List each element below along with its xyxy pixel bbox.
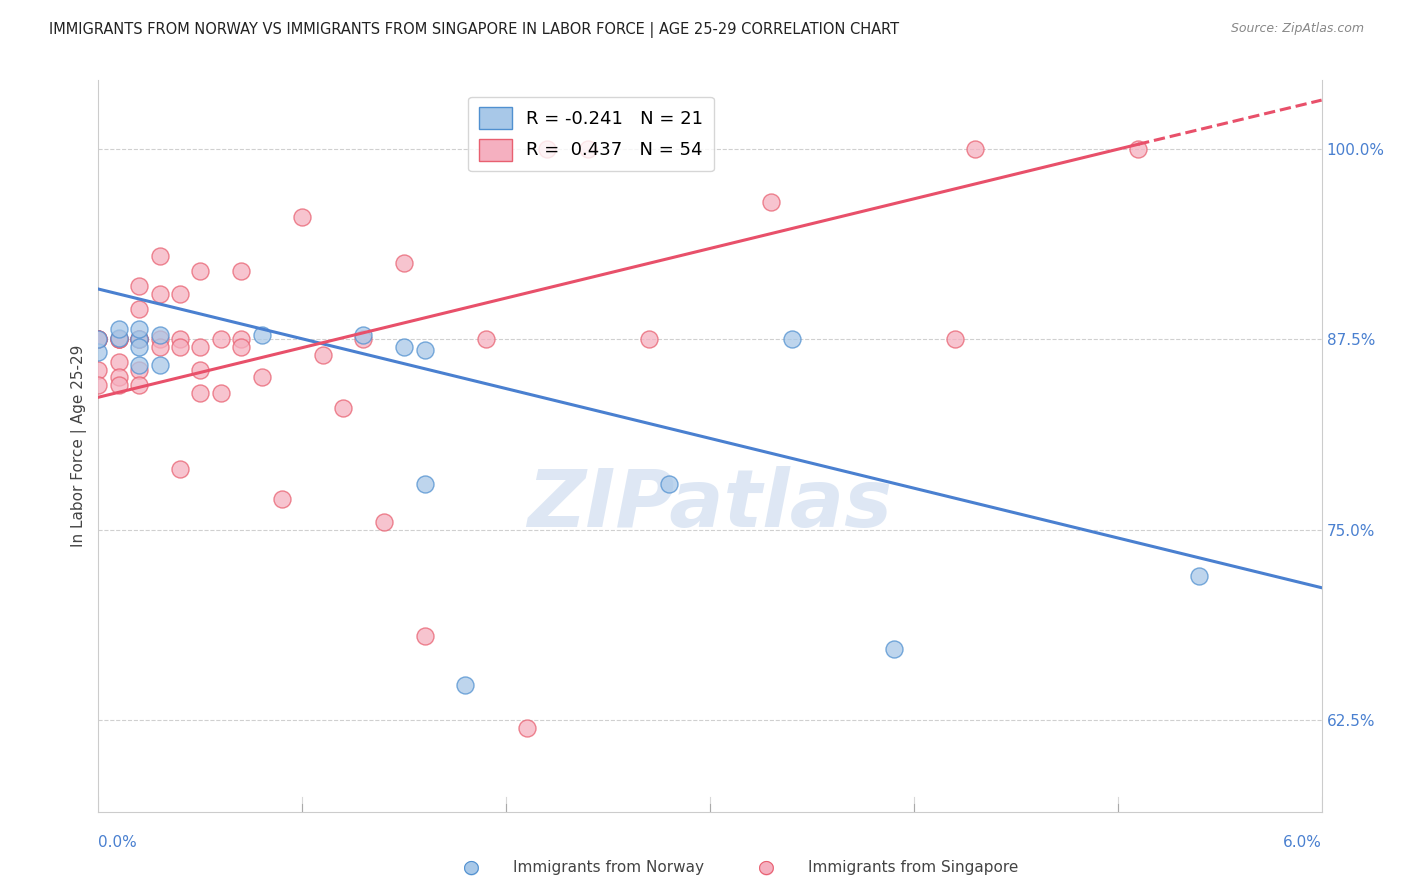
Point <box>128 321 150 335</box>
Point <box>169 332 191 346</box>
Point <box>188 385 212 400</box>
Point <box>108 332 131 346</box>
Point <box>87 332 110 346</box>
Point <box>169 286 191 301</box>
Point <box>883 641 905 656</box>
Point <box>188 340 212 354</box>
Point <box>352 327 374 342</box>
Text: ○: ○ <box>758 857 775 877</box>
Point <box>413 630 436 644</box>
Point <box>87 363 110 377</box>
Point <box>761 195 783 210</box>
Text: ●: ● <box>758 857 775 877</box>
Point <box>231 264 253 278</box>
Point <box>149 248 172 262</box>
Point <box>108 370 131 384</box>
Point <box>108 321 131 335</box>
Point <box>128 332 150 346</box>
Point <box>637 332 661 346</box>
Text: ○: ○ <box>463 857 479 877</box>
Point <box>128 358 150 372</box>
Point <box>188 363 212 377</box>
Point <box>658 477 681 491</box>
Point <box>270 492 292 507</box>
Point <box>392 340 416 354</box>
Legend: R = -0.241   N = 21, R =  0.437   N = 54: R = -0.241 N = 21, R = 0.437 N = 54 <box>468 96 714 171</box>
Point <box>149 358 172 372</box>
Point <box>108 331 131 345</box>
Point <box>87 332 110 346</box>
Point <box>128 301 150 316</box>
Text: IMMIGRANTS FROM NORWAY VS IMMIGRANTS FROM SINGAPORE IN LABOR FORCE | AGE 25-29 C: IMMIGRANTS FROM NORWAY VS IMMIGRANTS FRO… <box>49 22 900 38</box>
Point <box>352 332 374 346</box>
Text: Immigrants from Norway: Immigrants from Norway <box>513 860 704 874</box>
Point <box>516 721 538 735</box>
Point <box>128 332 150 346</box>
Point <box>169 462 191 476</box>
Text: Source: ZipAtlas.com: Source: ZipAtlas.com <box>1230 22 1364 36</box>
Point <box>128 279 150 293</box>
Point <box>576 142 599 156</box>
Point <box>291 211 314 225</box>
Point <box>332 401 354 415</box>
Point <box>231 340 253 354</box>
Point <box>87 332 110 346</box>
Point <box>108 355 131 369</box>
Point <box>128 363 150 377</box>
Point <box>149 332 172 346</box>
Point <box>108 332 131 346</box>
Point <box>169 340 191 354</box>
Point <box>474 332 498 346</box>
Text: ZIPatlas: ZIPatlas <box>527 466 893 543</box>
Point <box>209 385 232 400</box>
Point <box>943 332 966 346</box>
Point <box>1128 142 1150 156</box>
Point <box>536 142 558 156</box>
Text: 6.0%: 6.0% <box>1282 836 1322 850</box>
Point <box>149 286 172 301</box>
Point <box>209 332 232 346</box>
Point <box>311 347 335 362</box>
Text: Immigrants from Singapore: Immigrants from Singapore <box>808 860 1019 874</box>
Point <box>392 256 416 270</box>
Text: 0.0%: 0.0% <box>98 836 138 850</box>
Point <box>188 264 212 278</box>
Point <box>87 344 110 359</box>
Y-axis label: In Labor Force | Age 25-29: In Labor Force | Age 25-29 <box>72 345 87 547</box>
Point <box>87 332 110 346</box>
Point <box>454 678 477 692</box>
Point <box>128 340 150 354</box>
Text: ●: ● <box>463 857 479 877</box>
Point <box>87 332 110 346</box>
Point <box>1045 820 1069 834</box>
Point <box>87 378 110 392</box>
Point <box>250 370 273 384</box>
Point <box>149 340 172 354</box>
Point <box>231 332 253 346</box>
Point <box>373 515 395 529</box>
Point <box>963 142 986 156</box>
Point <box>413 477 436 491</box>
Point <box>128 332 150 346</box>
Point <box>1188 568 1211 582</box>
Point <box>128 332 150 346</box>
Point <box>413 343 436 357</box>
Point <box>250 327 273 342</box>
Point <box>780 332 803 346</box>
Point <box>128 378 150 392</box>
Point <box>108 378 131 392</box>
Point <box>108 332 131 346</box>
Point <box>149 327 172 342</box>
